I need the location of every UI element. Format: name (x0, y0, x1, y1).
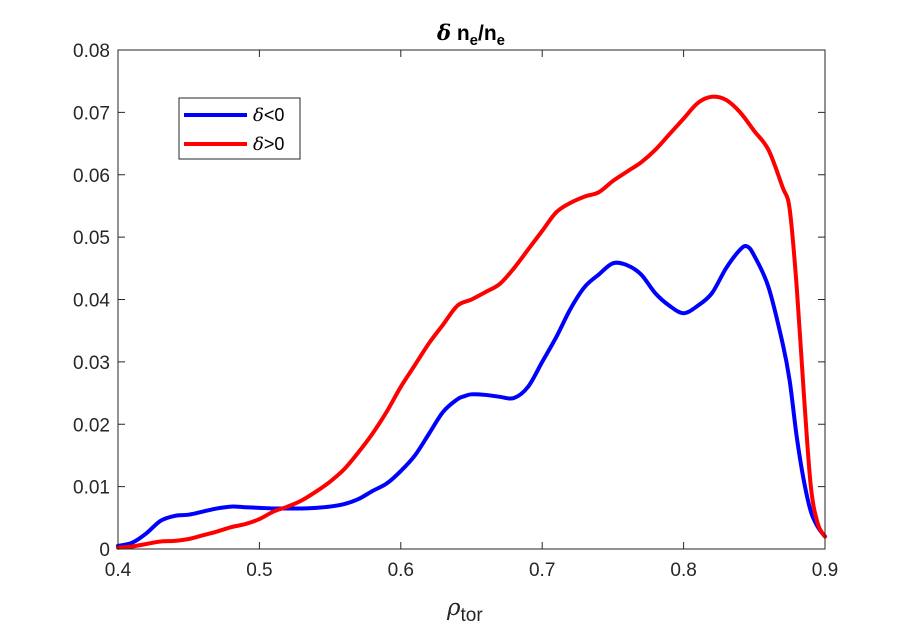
x-tick-label: 0.5 (246, 560, 272, 581)
series-line-1 (116, 244, 827, 548)
y-tick-label: 0 (99, 540, 110, 561)
y-tick-label: 0.08 (73, 41, 110, 62)
series-layer (116, 94, 827, 550)
x-tick-label: 0.7 (529, 560, 555, 581)
x-axis-label-sub: tor (461, 605, 484, 626)
x-axis-label-base: ρ (446, 595, 461, 621)
y-tick-label: 0.03 (73, 353, 110, 374)
title-sub2: e (497, 32, 505, 49)
legend-symbol-series-1: δ (253, 105, 264, 126)
y-tick-label: 0.04 (73, 291, 110, 312)
legend-symbol-series-2: δ (253, 134, 264, 155)
y-tick-label: 0.01 (73, 478, 110, 499)
x-axis-label: ρtor (446, 595, 483, 626)
legend-label-series-1: δ<0 (253, 105, 284, 126)
x-ticks: 0.4 0.5 0.6 0.7 0.8 0.9 (105, 50, 838, 581)
x-tick-label: 0.9 (812, 560, 838, 581)
x-tick-label: 0.8 (670, 560, 696, 581)
chart-title: δ ne/ne (436, 20, 505, 49)
legend: δ<0 δ>0 (178, 97, 301, 160)
title-base: n (451, 22, 470, 45)
y-ticks: 0 0.01 0.02 0.03 0.04 0.05 0.06 0.07 0.08 (73, 41, 825, 561)
title-symbol: δ (436, 20, 451, 45)
title-slash: /n (478, 22, 497, 45)
x-tick-label: 0.4 (105, 560, 132, 581)
legend-rest-series-1: <0 (264, 105, 285, 125)
legend-rest-series-2: >0 (264, 134, 285, 154)
x-tick-label: 0.6 (388, 560, 414, 581)
y-tick-label: 0.07 (73, 103, 110, 124)
y-tick-label: 0.02 (73, 415, 110, 436)
y-tick-label: 0.05 (73, 228, 110, 249)
legend-box (178, 97, 301, 160)
legend-label-series-2: δ>0 (253, 134, 284, 155)
series-line-2 (116, 94, 827, 550)
title-sub1: e (470, 32, 478, 49)
y-tick-label: 0.06 (73, 166, 110, 187)
